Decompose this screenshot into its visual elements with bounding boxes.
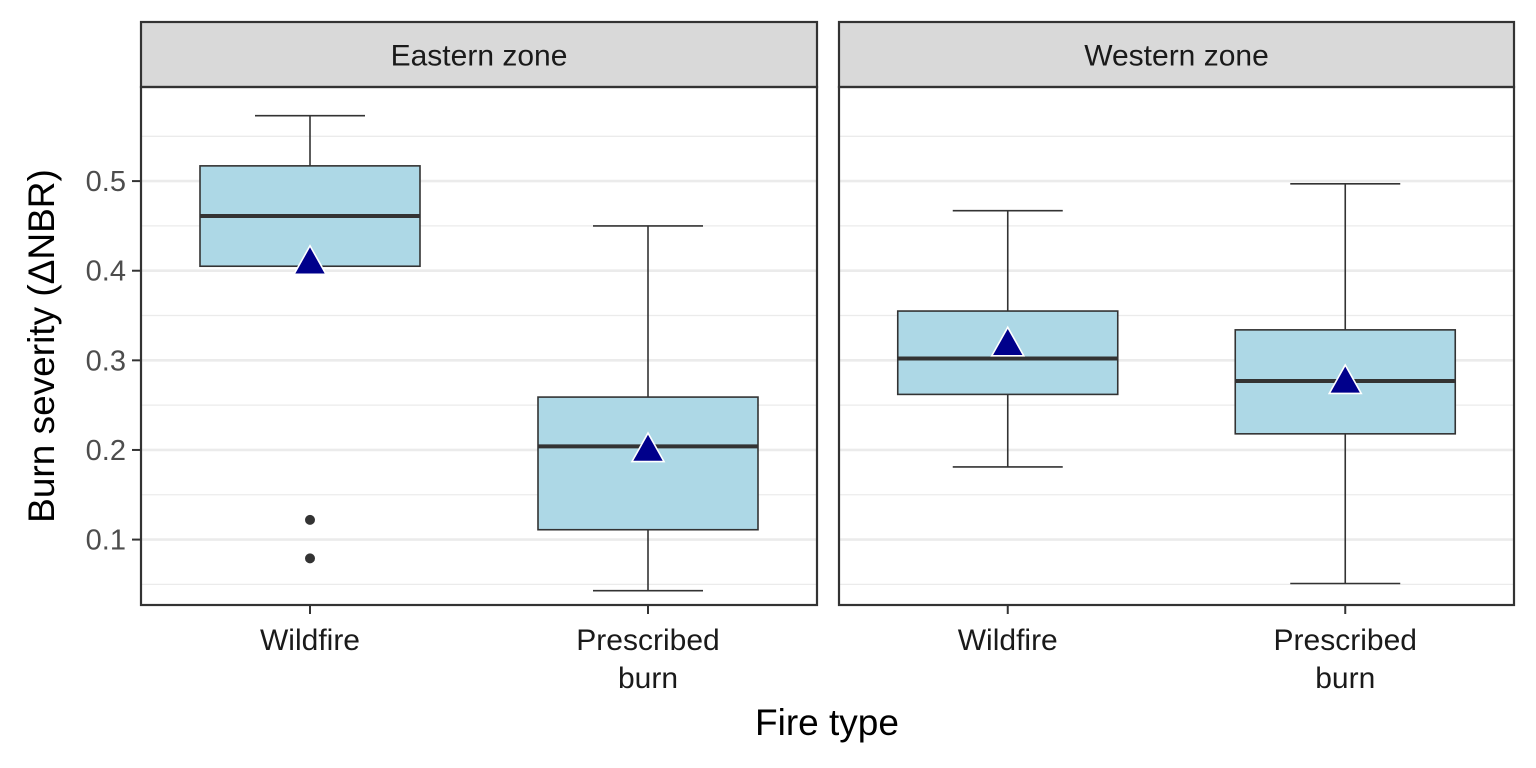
mean-marker [292,244,328,276]
facet-strip-label: Western zone [1084,40,1269,73]
mean-marker [630,431,666,463]
x-axis-title: Fire type [755,702,899,743]
outlier-point [305,514,315,525]
x-tick-label: Wildfire [260,624,360,657]
x-tick-label: burn [618,662,678,695]
y-axis: 0.1 0.2 0.3 0.4 0.5 [86,166,141,557]
facet-strip [837,20,1516,89]
outlier-point [305,553,315,564]
panel-border [837,85,1516,607]
box-group [537,225,759,592]
mean-marker [1327,363,1363,395]
box-group [896,209,1119,468]
y-tick-label: 0.5 [86,166,126,198]
facet-strip-label: Eastern zone [391,40,568,73]
facet-panel-2: Western zone Wildfire Prescribed burn [837,20,1516,695]
y-tick-label: 0.3 [86,345,126,377]
y-tick-label: 0.2 [86,435,126,467]
y-tick-label: 0.4 [86,256,126,288]
iqr-box [537,396,759,531]
panel-border [139,85,819,607]
facet-strip [139,20,819,89]
box-group [1234,182,1457,585]
x-tick-label: Wildfire [958,624,1058,657]
facet-panel-1: Eastern zone Wildfire Prescribed burn [139,20,819,695]
y-tick-label: 0.1 [86,525,126,557]
y-axis-title: Burn severity (ΔNBR) [21,169,62,523]
mean-marker [990,325,1026,357]
x-tick-label: Prescribed [576,624,719,657]
box-group [199,114,421,564]
x-tick-label: Prescribed [1274,624,1417,657]
x-tick-label: burn [1315,662,1375,695]
